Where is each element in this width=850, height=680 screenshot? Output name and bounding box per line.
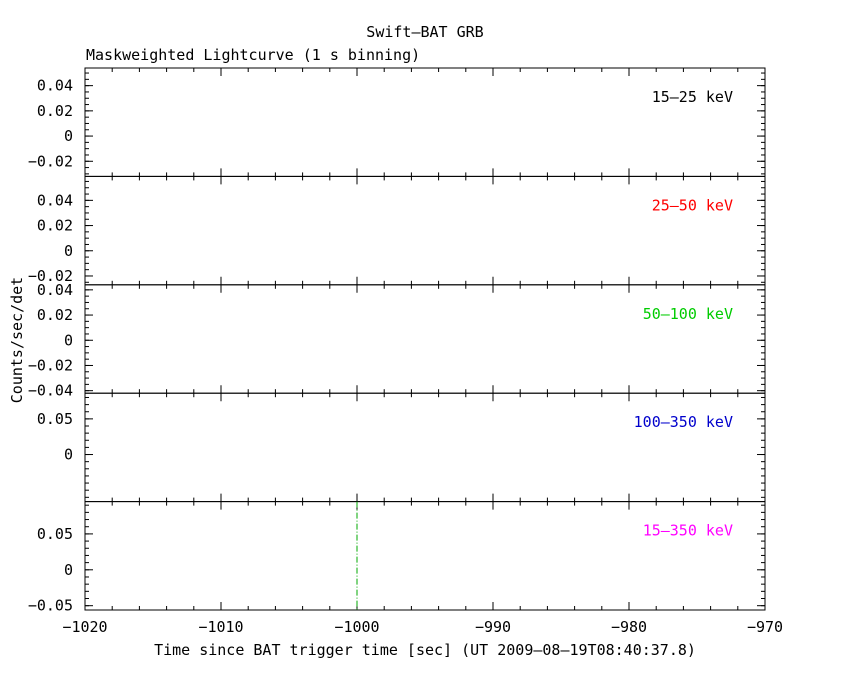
y-tick-label: 0 (64, 127, 73, 145)
y-tick-label: 0.02 (37, 217, 73, 235)
y-tick-label: 0.04 (37, 191, 73, 209)
y-tick-label: 0.05 (37, 410, 73, 428)
y-tick-label: −0.05 (28, 597, 73, 615)
panels-group: −0.02 0 0.02 0.04 15–25 keV −0.02 0 0.02 0.04 25–… (28, 67, 783, 636)
y-tick-label: −0.02 (28, 152, 73, 170)
y-tick-label: 0 (64, 446, 73, 464)
y-tick-label: 0.05 (37, 525, 73, 543)
chart-title: Swift–BAT GRB (366, 23, 483, 41)
panel-frame (84, 284, 766, 394)
y-tick-label: 0.04 (37, 77, 73, 95)
y-tick-label: 0 (64, 242, 73, 260)
y-tick-label: −0.04 (28, 382, 73, 400)
band-label: 100–350 keV (634, 413, 733, 431)
band-label: 50–100 keV (643, 305, 733, 323)
x-tick-label: −1000 (334, 618, 379, 636)
chart-subtitle: Maskweighted Lightcurve (1 s binning) (86, 46, 420, 64)
band-label: 15–25 keV (652, 88, 733, 106)
y-tick-label: 0.02 (37, 102, 73, 120)
y-tick-label: −0.02 (28, 267, 73, 285)
x-tick-label: −1010 (198, 618, 243, 636)
panel-frame (84, 501, 766, 611)
band-label: 15–350 keV (643, 522, 733, 540)
x-tick-label: −970 (747, 618, 783, 636)
panel-frame (84, 392, 766, 503)
x-tick-label: −980 (611, 618, 647, 636)
y-tick-label: 0.04 (37, 281, 73, 299)
y-tick-label: 0.02 (37, 306, 73, 324)
band-label: 25–50 keV (652, 196, 733, 214)
y-tick-label: −0.02 (28, 356, 73, 374)
panel-frame (84, 67, 766, 177)
x-tick-label: −990 (475, 618, 511, 636)
y-tick-label: 0 (64, 331, 73, 349)
x-tick-label: −1020 (62, 618, 107, 636)
panel-frame (84, 175, 766, 286)
y-tick-label: 0 (64, 561, 73, 579)
y-axis-label: Counts/sec/det (8, 277, 26, 403)
x-axis-label: Time since BAT trigger time [sec] (UT 20… (154, 641, 696, 659)
